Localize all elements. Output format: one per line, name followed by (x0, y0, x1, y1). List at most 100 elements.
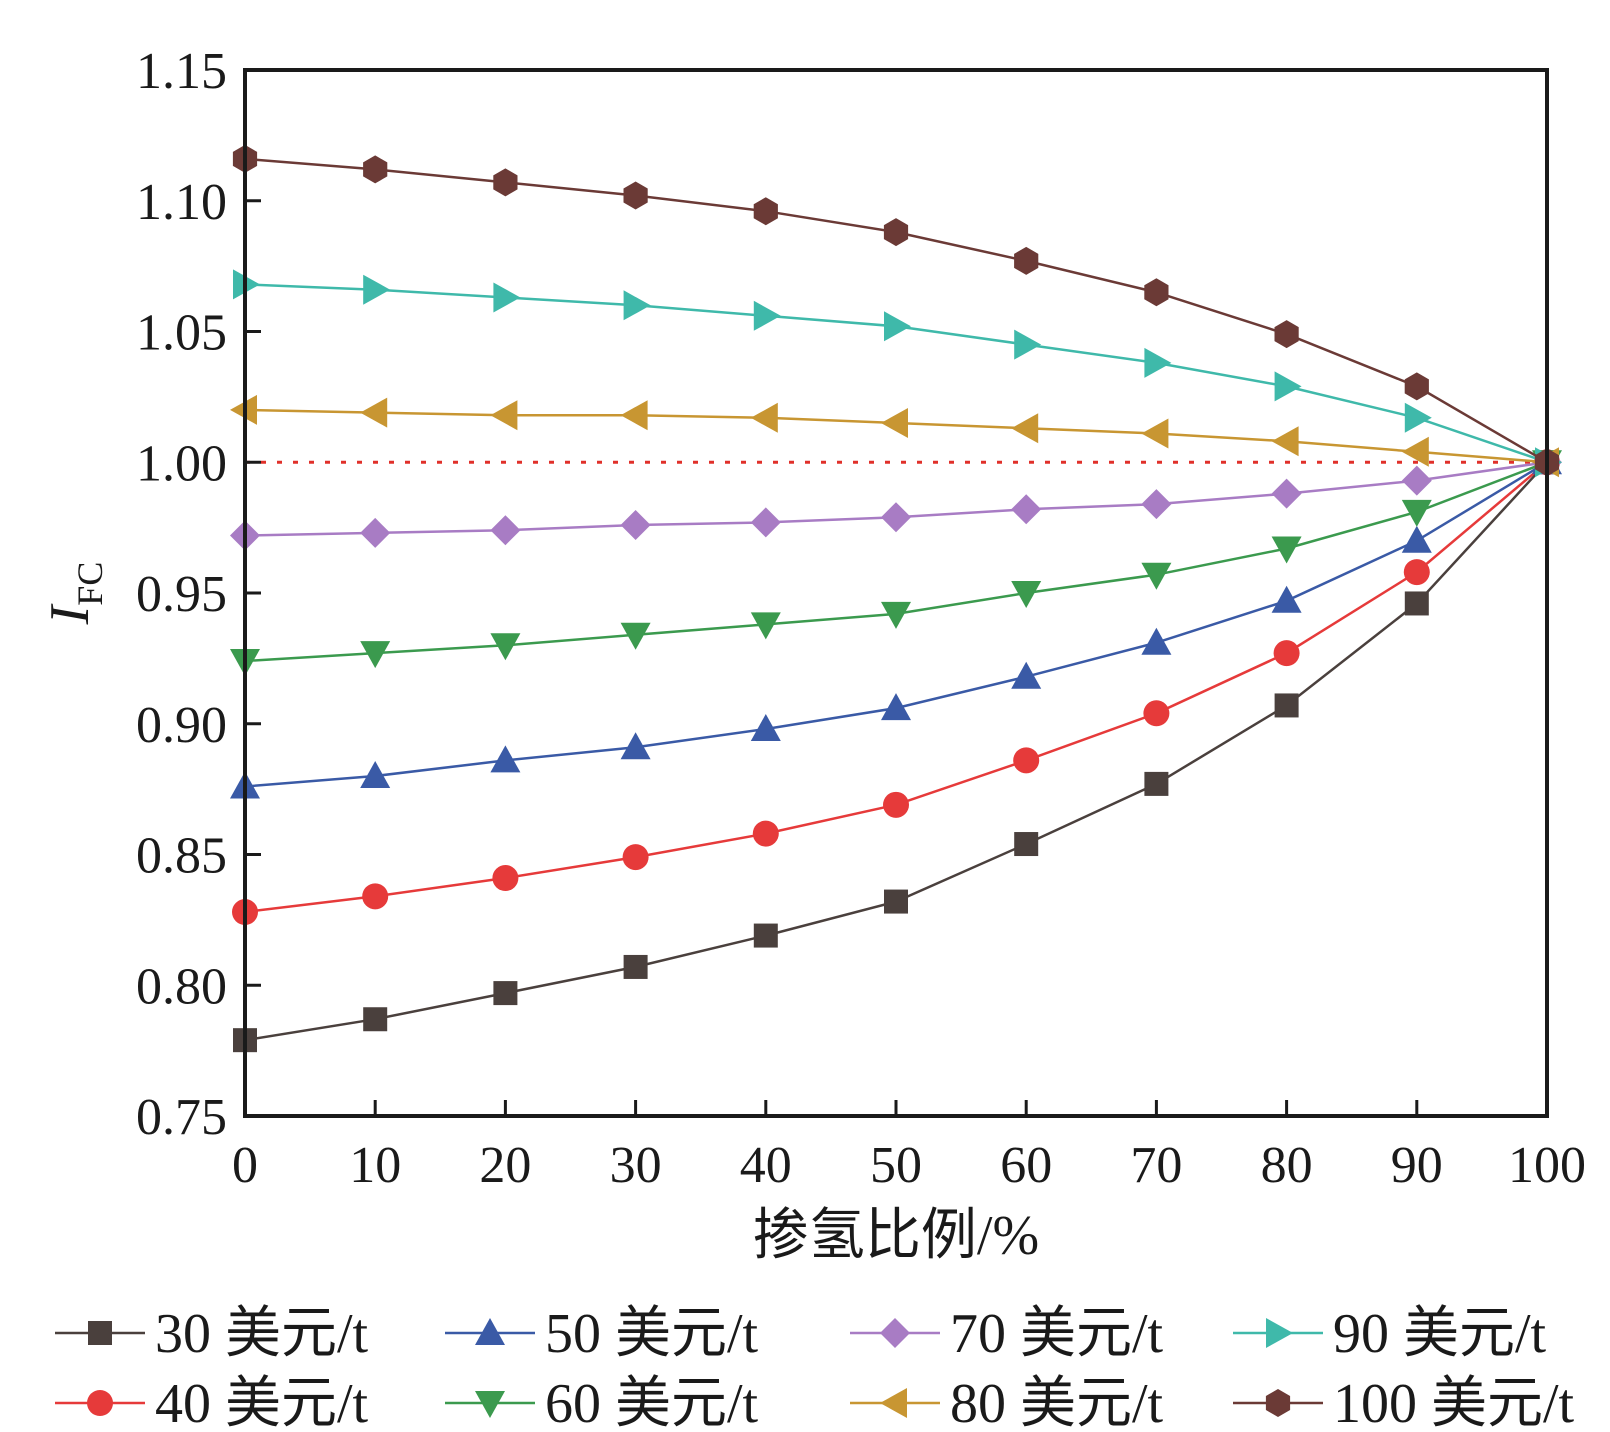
data-point (492, 865, 519, 892)
data-point (1141, 627, 1172, 655)
data-point (490, 745, 521, 773)
x-tick-label: 0 (232, 1137, 258, 1194)
data-point (1013, 747, 1040, 774)
x-tick-label: 60 (1000, 1137, 1052, 1194)
y-tick-label: 1.10 (136, 174, 227, 231)
data-point (1403, 559, 1430, 586)
data-point (360, 517, 391, 548)
series-group (230, 450, 1562, 676)
data-point (1011, 661, 1042, 689)
data-point (622, 844, 649, 871)
series-layer (230, 144, 1562, 1053)
data-point (490, 633, 521, 661)
data-point (1274, 693, 1299, 718)
data-point (750, 402, 778, 433)
data-point (1404, 402, 1432, 433)
legend-label: 90 美元/t (1333, 1303, 1547, 1365)
data-point (881, 502, 911, 533)
x-tick-label: 90 (1391, 1137, 1443, 1194)
series-line (244, 283, 1548, 464)
data-point (1271, 478, 1302, 509)
legend-item: 30 美元/t (55, 1303, 369, 1365)
data-point (881, 601, 911, 629)
y-axis-title-main: I (39, 603, 101, 625)
y-tick-label: 0.90 (136, 697, 227, 754)
legend-item: 60 美元/t (445, 1373, 759, 1432)
data-point (363, 1007, 388, 1032)
data-point (1011, 413, 1039, 444)
y-axis: 0.75 0.80 0.85 0.90 0.95 1.00 1.05 1.10 1.15 (136, 43, 261, 1146)
x-axis-title: 掺氢比例/% (753, 1205, 1039, 1267)
data-point (1401, 465, 1432, 496)
data-point (1401, 525, 1432, 553)
data-point (1274, 371, 1302, 402)
data-point (620, 400, 648, 431)
data-point (620, 732, 651, 760)
data-point (1014, 329, 1042, 360)
data-point (360, 397, 388, 428)
data-point (493, 168, 518, 197)
x-tick-label: 10 (349, 1137, 401, 1194)
data-point (1141, 562, 1172, 590)
data-point (1144, 347, 1172, 378)
y-axis-title-subscript: FC (70, 562, 110, 606)
legend-label: 60 美元/t (545, 1373, 759, 1432)
series-line (244, 461, 1548, 1042)
data-point (1404, 591, 1429, 616)
data-point (1011, 581, 1042, 608)
data-point (1401, 499, 1432, 527)
data-point (753, 923, 778, 948)
x-tick-label: 70 (1130, 1137, 1182, 1194)
legend: 30 美元/t 40 美元/t 50 美元/t 60 美元/t 70 美元/t 80 美元… (55, 1303, 1575, 1432)
data-point (1014, 832, 1039, 857)
series-group (233, 450, 1559, 1053)
data-point (753, 300, 781, 331)
legend-marker (87, 1390, 113, 1416)
legend-item: 90 美元/t (1233, 1303, 1547, 1365)
series-group (230, 394, 1559, 478)
data-point (493, 981, 518, 1006)
data-point (883, 791, 909, 818)
legend-item: 100 美元/t (1233, 1373, 1575, 1432)
legend-item: 80 美元/t (850, 1373, 1164, 1432)
series-line (244, 461, 1548, 663)
data-point (884, 889, 908, 914)
data-point (1404, 372, 1429, 401)
y-tick-label: 0.85 (136, 828, 227, 885)
data-point (1141, 489, 1172, 520)
y-tick-label: 1.00 (136, 435, 227, 492)
data-point (360, 641, 391, 669)
legend-label: 80 美元/t (950, 1373, 1164, 1432)
data-point (620, 622, 651, 650)
data-point (490, 400, 518, 431)
data-point (1144, 771, 1169, 796)
legend-marker (1265, 1389, 1291, 1417)
data-point (881, 693, 911, 721)
x-tick-label: 100 (1508, 1137, 1586, 1194)
data-point (750, 612, 781, 640)
data-point (620, 510, 651, 540)
data-point (881, 408, 908, 438)
data-point (750, 714, 781, 741)
data-point (623, 954, 648, 979)
legend-label: 50 美元/t (545, 1303, 759, 1365)
y-axis-title: IFC (39, 562, 110, 626)
x-tick-label: 50 (870, 1137, 922, 1194)
y-tick-label: 1.05 (136, 305, 227, 362)
legend-label: 30 美元/t (155, 1303, 369, 1365)
data-point (1274, 320, 1299, 349)
data-point (362, 883, 389, 910)
series-group (232, 144, 1560, 477)
data-point (883, 218, 909, 247)
series-group (233, 269, 1562, 478)
legend-marker (475, 1391, 505, 1418)
data-point (493, 282, 521, 313)
data-point (1401, 436, 1429, 467)
data-point (490, 515, 521, 546)
legend-marker (880, 1388, 907, 1418)
data-point (1271, 426, 1299, 457)
data-point (750, 507, 781, 538)
legend-label: 100 美元/t (1333, 1373, 1575, 1432)
x-axis: 0 10 20 30 40 50 60 70 80 90 100 (232, 1100, 1586, 1194)
y-tick-label: 0.75 (136, 1089, 227, 1146)
